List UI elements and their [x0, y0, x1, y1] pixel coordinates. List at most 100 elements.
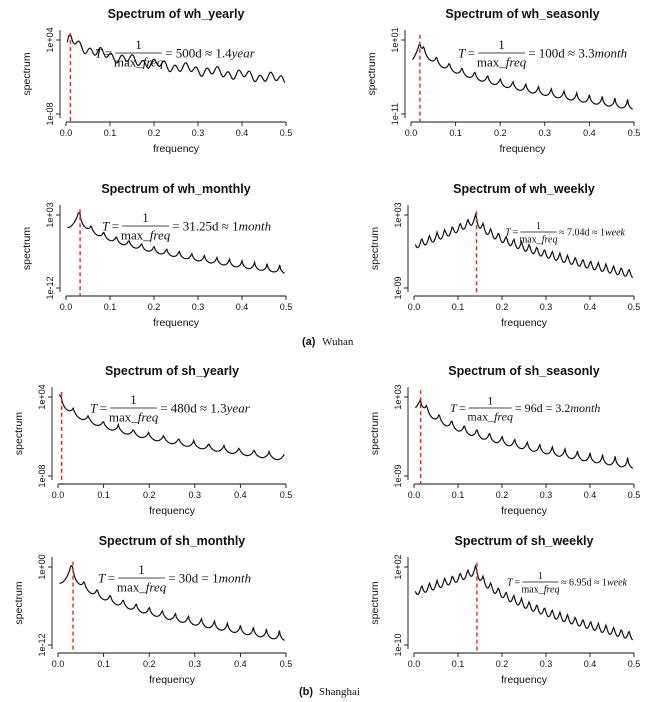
annotation-unit: month	[570, 401, 600, 415]
x-tick-label: 0.5	[628, 659, 641, 669]
y-tick-label: 1e-12	[37, 633, 47, 656]
caption-b-label: (b)	[299, 686, 313, 698]
spectrum-series-line	[414, 564, 634, 641]
x-tick-label: 0.2	[494, 128, 507, 138]
y-axis-label: spectrum	[13, 581, 25, 624]
annotation-denominator-freq: freq	[146, 580, 167, 595]
chart-panel-3: Spectrum of wh_monthly 0.0 0.1 0.2 0.3 0.4 0.5…	[21, 182, 292, 329]
x-tick-label: 0.2	[496, 659, 509, 669]
annotation-T: T	[458, 46, 466, 61]
y-axis-label: spectrum	[21, 227, 33, 270]
x-tick-label: 0.4	[234, 490, 247, 500]
annotation-unit: month	[595, 46, 628, 61]
annotation-denominator: max_freq	[121, 228, 171, 243]
spectrum-series-line	[414, 212, 634, 279]
period-annotation: T = 1 max_freq= 480d ≈ 1.3year	[90, 392, 251, 425]
annotation-result: = 96d = 3.2month	[515, 401, 601, 415]
annotation-numerator: 1	[487, 393, 493, 407]
annotation-numerator: 1	[536, 221, 541, 232]
period-annotation: T = 1 max_freq= 31.25d ≈ 1month	[102, 210, 271, 243]
period-annotation: T = 1 max_freq≈ 6.95d ≈ 1week	[507, 571, 628, 596]
x-tick-label: 0.3	[192, 128, 205, 138]
x-axis-label: frequency	[501, 317, 548, 329]
annotation-denominator: max_freq	[477, 55, 527, 70]
annotation-T: T	[505, 228, 512, 239]
x-tick-label: 0.1	[452, 302, 465, 312]
y-axis-label: spectrum	[369, 581, 381, 624]
x-tick-label: 0.2	[143, 659, 156, 669]
annotation-numerator: 1	[142, 210, 149, 225]
caption-a-text: Wuhan	[322, 336, 354, 348]
x-axis-label: frequency	[149, 505, 196, 517]
chart-title: Spectrum of sh_seasonly	[448, 364, 599, 378]
x-axis-label: frequency	[149, 674, 196, 686]
annotation-denominator: max_freq	[114, 55, 164, 70]
annotation-denominator: max_freq	[117, 580, 167, 595]
y-tick-label: 1e+03	[393, 202, 403, 227]
y-tick-label: 1e+02	[393, 554, 403, 579]
x-axis-label: frequency	[499, 143, 546, 155]
x-tick-label: 0.3	[540, 302, 553, 312]
annotation-denominator-freq: freq	[544, 585, 560, 596]
y-axis-label: spectrum	[13, 412, 25, 455]
annotation-T: T	[95, 46, 103, 61]
x-tick-label: 0.1	[104, 128, 117, 138]
y-tick-label: 1e-08	[37, 464, 47, 487]
period-annotation: T = 1 max_freq= 96d = 3.2month	[450, 393, 600, 423]
y-tick-label: 1e-12	[45, 276, 55, 299]
annotation-equals: =	[468, 46, 475, 61]
x-tick-label: 0.4	[583, 128, 596, 138]
x-axis-label: frequency	[501, 674, 548, 686]
annotation-T: T	[98, 571, 106, 586]
y-tick-label: 1e+04	[37, 384, 47, 409]
annotation-denominator-freq: freq	[138, 410, 159, 425]
annotation-unit: month	[239, 219, 272, 234]
chart-title: Spectrum of sh_yearly	[105, 364, 239, 378]
x-tick-label: 0.2	[148, 302, 161, 312]
x-tick-label: 0.2	[496, 490, 509, 500]
x-tick-label: 0.5	[628, 128, 641, 138]
x-tick-label: 0.1	[449, 128, 462, 138]
annotation-numerator: 1	[498, 37, 505, 52]
x-tick-label: 0.0	[405, 128, 418, 138]
annotation-equals: =	[513, 228, 519, 239]
annotation-equals: =	[459, 401, 466, 415]
spectrum-series-line	[414, 397, 633, 469]
x-tick-label: 0.2	[496, 302, 509, 312]
annotation-unit: year	[230, 46, 256, 61]
y-axis-label: spectrum	[21, 52, 33, 95]
x-tick-label: 0.1	[97, 659, 110, 669]
annotation-equals: =	[105, 46, 112, 61]
y-tick-label: 1e+03	[45, 202, 55, 227]
y-tick-label: 1e-09	[393, 276, 403, 299]
x-tick-label: 0.0	[60, 128, 73, 138]
chart-panel-1: Spectrum of wh_yearly 0.0 0.1 0.2 0.3 0.4 0.5 1…	[21, 7, 292, 155]
spectrum-series-line	[58, 394, 285, 461]
annotation-denominator-freq: freq	[506, 55, 527, 70]
annotation-denominator: max_freq	[109, 410, 159, 425]
x-tick-label: 0.1	[97, 490, 110, 500]
annotation-equals: =	[515, 578, 521, 589]
x-tick-label: 0.0	[60, 302, 73, 312]
chart-title: Spectrum of wh_yearly	[108, 7, 245, 21]
panels-group: Spectrum of wh_yearly 0.0 0.1 0.2 0.3 0.4 0.5 1…	[13, 7, 640, 686]
x-tick-label: 0.0	[52, 659, 65, 669]
x-tick-label: 0.1	[452, 490, 465, 500]
chart-panel-4: Spectrum of wh_weekly 0.0 0.1 0.2 0.3 0.4 0.5 1…	[369, 182, 640, 329]
annotation-equals: =	[112, 219, 119, 234]
chart-title: Spectrum of sh_weekly	[455, 534, 594, 548]
x-tick-label: 0.5	[628, 490, 641, 500]
chart-title: Spectrum of wh_seasonly	[445, 7, 599, 21]
y-tick-label: 1e-11	[390, 103, 400, 125]
y-tick-label: 1e-10	[393, 633, 403, 656]
annotation-result: = 500d ≈ 1.4year	[165, 46, 256, 61]
annotation-T: T	[450, 401, 458, 415]
annotation-T: T	[102, 219, 110, 234]
spectrum-series-line	[67, 211, 285, 274]
y-tick-label: 1e+03	[393, 384, 403, 409]
y-tick-label: 1e+04	[45, 27, 55, 52]
y-tick-label: 1e-08	[45, 102, 55, 125]
annotation-numerator: 1	[538, 571, 543, 582]
x-tick-label: 0.4	[584, 302, 597, 312]
